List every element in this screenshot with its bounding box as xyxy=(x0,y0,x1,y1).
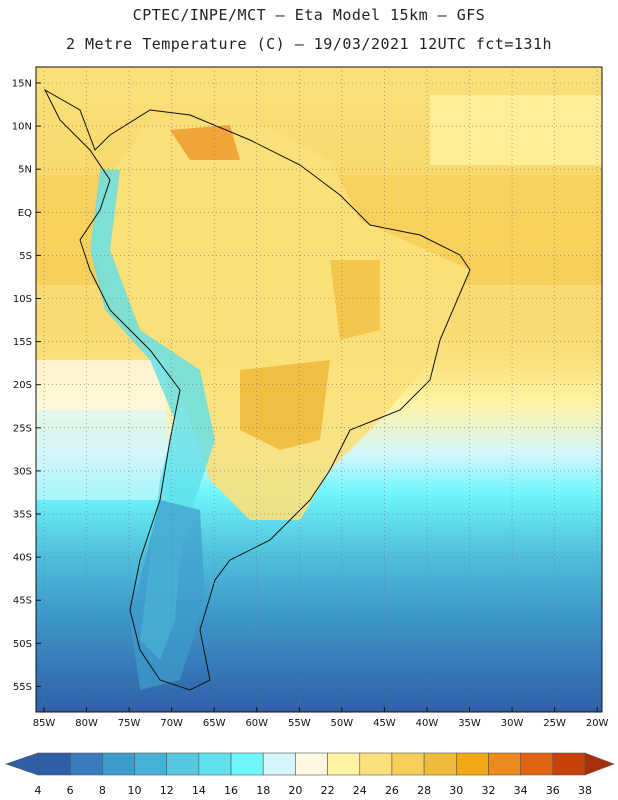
lat-label: 55S xyxy=(13,682,32,693)
lon-label: 60W xyxy=(245,718,268,729)
colorbar-box xyxy=(295,752,328,776)
colorbar-arrow-left xyxy=(5,752,39,776)
lat-label: 5S xyxy=(19,251,32,262)
colorbar-box xyxy=(423,752,457,776)
lat-label: 30S xyxy=(13,466,32,477)
temperature-field xyxy=(36,67,602,712)
lon-label: 35W xyxy=(458,718,481,729)
lat-label: 15N xyxy=(12,79,32,90)
colorbar-box xyxy=(327,752,361,776)
lon-label: 75W xyxy=(118,718,141,729)
lat-label: 35S xyxy=(13,510,32,521)
lat-label: 5N xyxy=(18,165,32,176)
map-subtitle: 2 Metre Temperature (C) – 19/03/2021 12U… xyxy=(65,35,553,53)
coastline xyxy=(43,88,471,691)
colorbar-labels: 4 6 8 10 12 14 16 18 20 22 24 26 28 30 32 34 36 38 xyxy=(35,784,593,797)
lon-label: 40W xyxy=(416,718,439,729)
colorbar-box xyxy=(166,752,200,776)
lat-label: 40S xyxy=(13,553,32,564)
colorbar-box xyxy=(37,752,71,776)
colorbar-label: 24 xyxy=(353,784,367,797)
lat-label: 25S xyxy=(13,423,32,434)
lon-label: 65W xyxy=(203,718,226,729)
lon-label: 30W xyxy=(501,718,524,729)
longitude-labels: 85W 80W 75W 70W 65W 60W 55W 50W 45W 40W 35W 30W 25W 2… xyxy=(33,718,609,729)
colorbar-box xyxy=(359,752,393,776)
lon-label: 50W xyxy=(331,718,354,729)
colorbar-label: 32 xyxy=(481,784,495,797)
colorbar-label: 18 xyxy=(256,784,270,797)
colorbar-label: 10 xyxy=(128,784,142,797)
lat-label: 50S xyxy=(13,639,32,650)
colorbar-box xyxy=(69,752,103,776)
colorbar-box xyxy=(488,752,521,776)
colorbar-label: 26 xyxy=(385,784,399,797)
colorbar-label: 30 xyxy=(449,784,463,797)
colorbar-box xyxy=(391,752,425,776)
lat-label: EQ xyxy=(18,208,32,219)
colorbar-label: 22 xyxy=(321,784,335,797)
colorbar-label: 34 xyxy=(514,784,528,797)
colorbar-label: 16 xyxy=(224,784,238,797)
lat-label: 10S xyxy=(13,294,32,305)
colorbar-label: 14 xyxy=(192,784,206,797)
colorbar-label: 12 xyxy=(160,784,174,797)
colorbar-box xyxy=(520,752,554,776)
lat-label: 20S xyxy=(13,380,32,391)
lon-label: 55W xyxy=(288,718,311,729)
lon-label: 25W xyxy=(543,718,566,729)
colorbar xyxy=(5,752,615,776)
graticule xyxy=(36,67,602,712)
lon-label: 80W xyxy=(75,718,98,729)
colorbar-box xyxy=(262,752,296,776)
colorbar-label: 8 xyxy=(99,784,106,797)
colorbar-box xyxy=(552,752,586,776)
colorbar-box xyxy=(230,752,264,776)
map-title: CPTEC/INPE/MCT – Eta Model 15km – GFS xyxy=(132,6,486,24)
colorbar-box xyxy=(134,752,168,776)
colorbar-box xyxy=(198,752,232,776)
colorbar-label: 28 xyxy=(417,784,431,797)
colorbar-label: 6 xyxy=(67,784,74,797)
lon-label: 45W xyxy=(373,718,396,729)
latitude-labels: 15N 10N 5N EQ 5S 10S 15S 20S 25S 30S 35S 40S 45S 50S 5… xyxy=(12,79,32,693)
lon-label: 20W xyxy=(586,718,609,729)
colorbar-box xyxy=(455,752,489,776)
lon-label: 85W xyxy=(33,718,56,729)
colorbar-label: 38 xyxy=(578,784,592,797)
lat-label: 45S xyxy=(13,596,32,607)
lat-label: 15S xyxy=(13,337,32,348)
colorbar-box xyxy=(102,752,135,776)
colorbar-label: 4 xyxy=(35,784,42,797)
map-frame xyxy=(35,66,603,713)
colorbar-label: 20 xyxy=(288,784,302,797)
colorbar-label: 36 xyxy=(546,784,560,797)
colorbar-arrow-right xyxy=(584,752,615,776)
lon-label: 70W xyxy=(160,718,183,729)
lat-label: 10N xyxy=(12,122,32,133)
